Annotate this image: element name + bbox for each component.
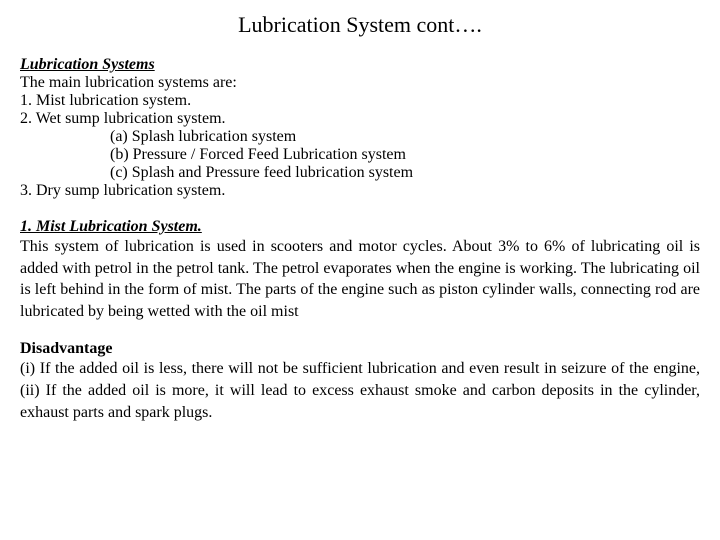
sublist-item-b: (b) Pressure / Forced Feed Lubrication s…: [20, 146, 700, 164]
list-item-2: 2. Wet sump lubrication system.: [20, 110, 700, 128]
sublist-item-a: (a) Splash lubrication system: [20, 128, 700, 146]
body-disadvantage: (i) If the added oil is less, there will…: [20, 358, 700, 423]
list-intro: The main lubrication systems are:: [20, 74, 700, 92]
heading-lubrication-systems: Lubrication Systems: [20, 56, 700, 74]
section-disadvantage: Disadvantage (i) If the added oil is les…: [20, 340, 700, 423]
heading-mist-lubrication: 1. Mist Lubrication System.: [20, 218, 700, 236]
page-title: Lubrication System cont….: [20, 12, 700, 38]
section-lubrication-systems: Lubrication Systems The main lubrication…: [20, 56, 700, 200]
list-item-3: 3. Dry sump lubrication system.: [20, 182, 700, 200]
body-mist-lubrication: This system of lubrication is used in sc…: [20, 236, 700, 322]
list-item-1: 1. Mist lubrication system.: [20, 92, 700, 110]
sublist-item-c: (c) Splash and Pressure feed lubrication…: [20, 164, 700, 182]
section-mist-lubrication: 1. Mist Lubrication System. This system …: [20, 218, 700, 322]
heading-disadvantage: Disadvantage: [20, 340, 700, 358]
